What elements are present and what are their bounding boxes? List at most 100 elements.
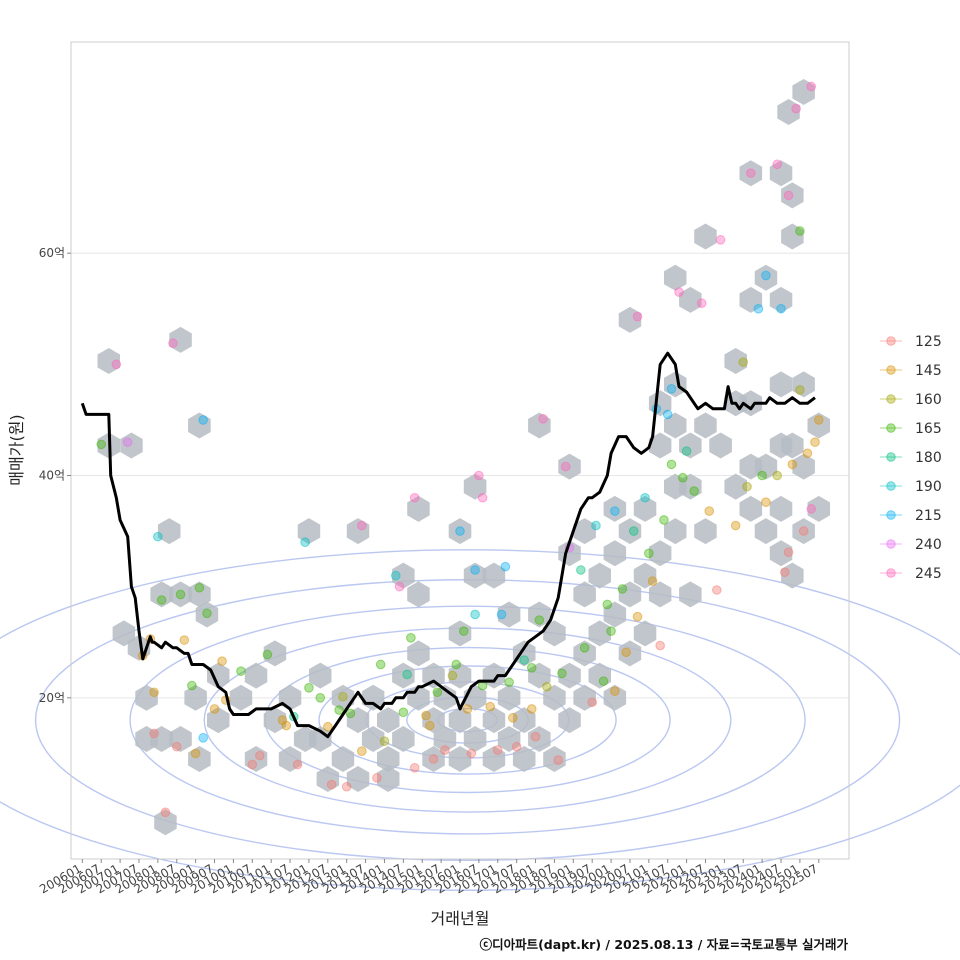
data-point [647, 576, 658, 586]
hexbin [278, 746, 302, 772]
hexbin [648, 540, 672, 567]
hexbin [97, 348, 120, 374]
hexbin [694, 518, 717, 545]
hexbin [244, 662, 268, 689]
legend-label: 215 [915, 508, 942, 524]
hexbin [679, 286, 702, 313]
data-point [560, 461, 571, 472]
data-point [168, 338, 178, 349]
hexbin [664, 371, 687, 398]
hexbin [407, 495, 430, 522]
data-point [375, 659, 386, 670]
data-point [602, 599, 613, 610]
hexbin [309, 662, 332, 689]
hexbin [497, 684, 521, 711]
hexbin [769, 540, 793, 567]
hexbin [769, 371, 793, 398]
data-point [175, 589, 186, 600]
hexbin [558, 707, 581, 734]
data-point [772, 159, 783, 170]
data-point [530, 731, 541, 742]
legend-key-point [886, 510, 896, 520]
hexbin [739, 390, 763, 417]
data-point [111, 359, 122, 370]
legend-label: 145 [915, 363, 942, 379]
legend: 125 145 160 165 180 190 215 240 245 [880, 334, 942, 582]
data-point [813, 415, 824, 425]
hexbin [346, 766, 370, 792]
hexbin [297, 518, 321, 545]
hexbin [754, 453, 778, 480]
hexbin [433, 684, 457, 711]
hexbin [781, 562, 804, 589]
data-point [666, 459, 677, 470]
legend-label: 125 [915, 334, 942, 350]
data-point [783, 547, 794, 558]
legend-key-point [886, 568, 896, 578]
legend-label: 165 [915, 421, 942, 437]
hexbin [807, 495, 830, 522]
hexbin [392, 562, 415, 589]
data-point [315, 693, 326, 703]
data-point [689, 486, 699, 496]
data-point [198, 733, 208, 743]
data-point [538, 414, 548, 424]
data-point [198, 415, 208, 425]
hexbin [377, 707, 400, 734]
data-point [587, 697, 597, 708]
legend-key-point [886, 423, 896, 433]
hexbin [739, 160, 763, 187]
hexbin [543, 620, 566, 647]
hexbin [633, 562, 657, 589]
data-point [492, 745, 503, 755]
hexbin [207, 662, 230, 689]
data-point [534, 615, 545, 625]
data-point [798, 526, 809, 536]
data-point [606, 626, 616, 636]
data-point [379, 736, 390, 746]
hexbin [618, 306, 642, 333]
hexbin [422, 746, 445, 772]
data-point [746, 168, 756, 178]
hexbin [169, 326, 192, 353]
data-point [628, 526, 639, 536]
data-point [787, 459, 798, 470]
data-point [681, 446, 692, 456]
hexbin [528, 412, 551, 439]
data-point [678, 472, 688, 483]
hexbin [229, 684, 253, 711]
hexbin [603, 684, 627, 711]
hexbin [154, 809, 177, 836]
data-point [255, 750, 265, 761]
hexbin [263, 707, 287, 734]
hexbin [679, 432, 702, 459]
hexbin [512, 707, 536, 734]
data-point [519, 655, 530, 665]
data-point [345, 708, 356, 719]
hexbin [739, 495, 763, 522]
data-point [323, 721, 333, 732]
legend-label: 160 [915, 392, 942, 408]
data-point [153, 531, 163, 542]
hexbin [664, 264, 687, 291]
hexbin [377, 766, 400, 792]
y-tick-label: 20억 [39, 691, 65, 705]
hexbin [188, 746, 211, 772]
hexbin [195, 601, 219, 628]
hexbin [346, 707, 370, 734]
hexbin [792, 518, 815, 545]
data-point [432, 687, 443, 698]
hexbin [120, 432, 143, 459]
data-point [470, 609, 480, 620]
hexbin [188, 412, 211, 439]
data-point [772, 470, 783, 481]
hexbin [392, 726, 415, 752]
data-point [576, 565, 586, 575]
hexbin [346, 518, 370, 545]
hexbin [709, 432, 732, 459]
hexbin [588, 562, 611, 589]
hexbin [528, 601, 551, 628]
legend-label: 180 [915, 450, 942, 466]
hexbin [694, 412, 717, 439]
data-point [334, 705, 344, 715]
